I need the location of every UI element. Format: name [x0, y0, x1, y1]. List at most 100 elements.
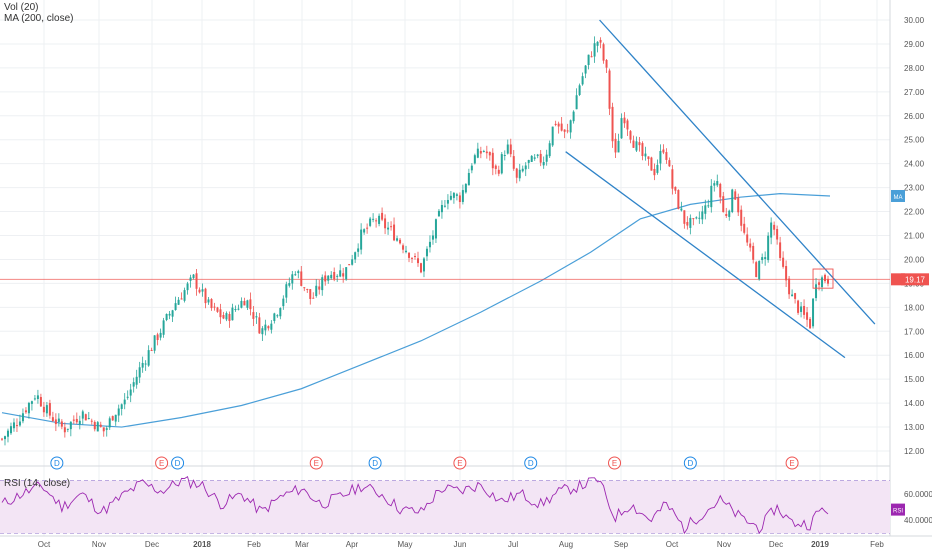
- candle-body: [728, 210, 731, 217]
- trend-channel[interactable]: [565, 19, 876, 359]
- candle-body: [707, 205, 710, 207]
- candle-body: [138, 367, 141, 378]
- candle-body: [315, 285, 318, 297]
- price-tick-label: 21.00: [904, 232, 925, 241]
- candle-body: [195, 273, 198, 289]
- volume-legend[interactable]: Vol (20): [4, 2, 39, 13]
- candle-body: [533, 157, 536, 159]
- last-price-badge[interactable]: [901, 273, 929, 286]
- candle-body: [228, 314, 231, 321]
- candle-body: [318, 286, 321, 290]
- candle-body: [294, 274, 297, 276]
- candle-body: [824, 274, 827, 282]
- channel-lower-line[interactable]: [565, 151, 846, 359]
- time-tick-label: Dec: [145, 540, 159, 549]
- candle-body: [686, 221, 689, 226]
- candle-body: [509, 144, 512, 155]
- candle-body: [452, 192, 455, 198]
- ma-axis-tag[interactable]: [891, 189, 905, 202]
- candle-body: [84, 414, 87, 421]
- candle-body: [545, 154, 548, 162]
- rsi-axis-tag[interactable]: [891, 503, 905, 516]
- candle-body: [650, 157, 653, 171]
- price-tick-label: 28.00: [904, 64, 925, 73]
- dividend-marker[interactable]: [683, 456, 697, 470]
- candle-body: [273, 313, 276, 321]
- candle-body: [165, 314, 168, 320]
- dividend-marker[interactable]: [524, 456, 538, 470]
- time-tick-label: Nov: [92, 540, 106, 549]
- dividend-marker[interactable]: [50, 456, 64, 470]
- candle-body: [569, 120, 572, 133]
- price-tick-label: 15.00: [904, 375, 925, 384]
- candle-body: [102, 427, 105, 432]
- candle-body: [144, 363, 147, 365]
- price-axis[interactable]: 12.0013.0014.0015.0016.0017.0018.0019.00…: [891, 16, 932, 525]
- candle-body: [399, 239, 402, 244]
- candle-body: [255, 316, 258, 318]
- candle-body: [378, 215, 381, 224]
- candle-body: [464, 183, 467, 193]
- candle-body: [192, 274, 195, 279]
- candle-body: [755, 262, 758, 277]
- candle-body: [219, 309, 222, 318]
- candle-body: [132, 382, 135, 387]
- candle-body: [779, 242, 782, 258]
- price-tick-label: 22.00: [904, 208, 925, 217]
- candle-body: [503, 154, 506, 156]
- candle-body: [587, 54, 590, 65]
- time-tick-label: Sep: [614, 540, 629, 549]
- earnings-marker[interactable]: [785, 456, 799, 470]
- candle-body: [491, 152, 494, 169]
- candle-body: [548, 143, 551, 157]
- earnings-marker[interactable]: [309, 456, 323, 470]
- dividend-marker-label: D: [687, 459, 693, 468]
- candle-body: [303, 287, 306, 289]
- candle-body: [312, 297, 315, 299]
- candle-body: [225, 313, 228, 320]
- dividend-marker[interactable]: [171, 456, 185, 470]
- candle-body: [105, 428, 108, 430]
- consolidation-box[interactable]: [812, 268, 834, 289]
- dividend-marker-label: D: [372, 459, 378, 468]
- time-tick-label: Oct: [38, 540, 51, 549]
- candle-body: [455, 194, 458, 196]
- candle-body: [551, 126, 554, 146]
- time-tick-label: Aug: [559, 540, 573, 549]
- candle-body: [129, 389, 132, 396]
- candle-body: [497, 169, 500, 174]
- earnings-marker[interactable]: [453, 456, 467, 470]
- candle-body: [644, 153, 647, 157]
- candle-body: [69, 421, 72, 430]
- candle-body: [623, 117, 626, 124]
- candle-body: [719, 183, 722, 198]
- candle-body: [384, 218, 387, 229]
- candle-body: [261, 328, 264, 335]
- candle-body: [467, 172, 470, 186]
- candle-body: [216, 307, 219, 312]
- channel-upper-line[interactable]: [599, 19, 876, 325]
- ma-legend[interactable]: MA (200, close): [4, 13, 74, 24]
- rsi-legend[interactable]: RSI (14, close): [4, 478, 71, 489]
- candle-body: [443, 205, 446, 207]
- candle-body: [333, 271, 336, 280]
- candle-body: [24, 410, 27, 413]
- price-tick-label: 26.00: [904, 112, 925, 121]
- dividend-marker[interactable]: [368, 456, 382, 470]
- price-tick-label: 24.00: [904, 160, 925, 169]
- earnings-marker[interactable]: [608, 456, 622, 470]
- candle-body: [336, 275, 339, 277]
- candle-body: [120, 404, 123, 409]
- candle-body: [249, 299, 252, 310]
- candle-body: [473, 155, 476, 164]
- last-price-badge-label: 19.17: [905, 275, 926, 284]
- candle-body: [90, 420, 93, 422]
- time-axis[interactable]: Oct Nov Dec 2018 Feb Mar Apr May Jun Jul Aug Sep Oct…: [38, 540, 885, 549]
- candle-body: [270, 323, 273, 330]
- candle-body: [521, 168, 524, 172]
- candle-body: [171, 310, 174, 317]
- earnings-marker[interactable]: [155, 456, 169, 470]
- candle-body: [671, 169, 674, 189]
- candles: [1, 36, 830, 446]
